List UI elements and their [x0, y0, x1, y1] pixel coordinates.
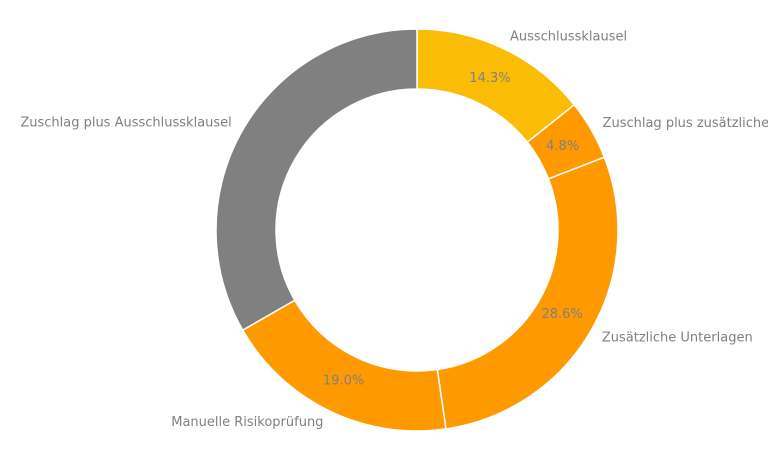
label-manuelle-risikopruefung: Manuelle Risikoprüfung: [171, 415, 323, 430]
pct-label-ausschlussklausel: 14.3%: [469, 71, 510, 86]
pct-label-zuschlag-plus-zusaetzliche-unterlagen: 4.8%: [546, 139, 579, 154]
label-zuschlag-plus-ausschlussklausel: Zuschlag plus Ausschlussklausel: [20, 115, 231, 130]
pct-label-zusaetzliche-unterlagen: 28.6%: [541, 307, 582, 322]
label-zuschlag-plus-zusaetzliche-unterlagen: Zuschlag plus zusätzliche Unterlagen: [603, 116, 768, 131]
slice-zuschlag-plus-ausschlussklausel: [215, 28, 418, 332]
label-zusaetzliche-unterlagen: Zusätzliche Unterlagen: [602, 330, 753, 345]
slice-zusaetzliche-unterlagen: [436, 156, 619, 430]
slice-manuelle-risikopruefung: [241, 299, 447, 432]
donut-slices: [215, 28, 619, 432]
donut-labels: 14.3% Ausschlussklausel 4.8% Zuschlag plus …: [20, 30, 768, 430]
pct-label-manuelle-risikopruefung: 19.0%: [323, 374, 364, 389]
label-ausschlussklausel: Ausschlussklausel: [510, 30, 627, 45]
pct-label-zuschlag-plus-ausschlussklausel: 33.3%: [251, 138, 292, 153]
